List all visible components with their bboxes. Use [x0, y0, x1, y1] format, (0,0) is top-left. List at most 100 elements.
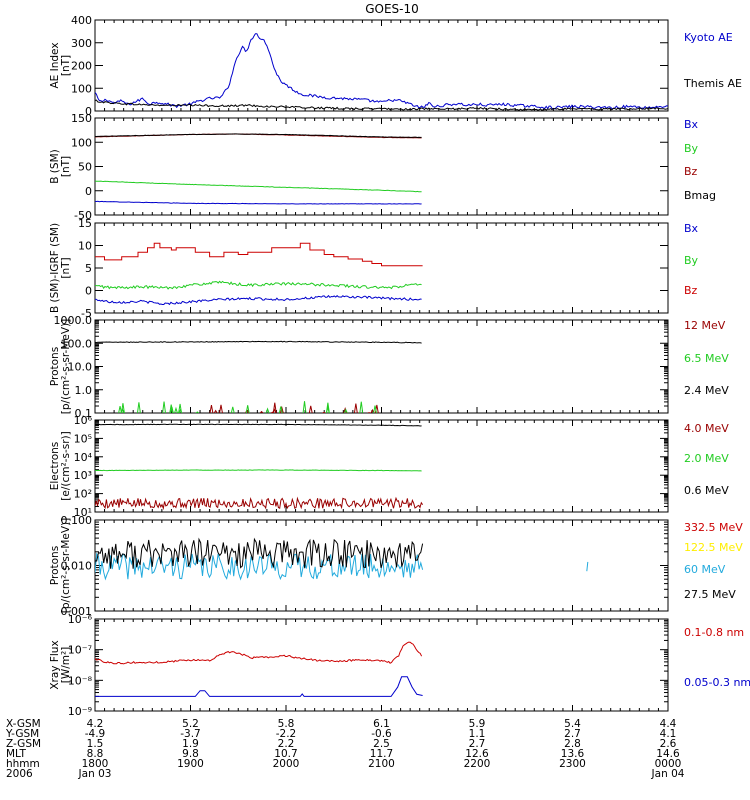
- x-tick-label: 5.2: [182, 718, 199, 730]
- series-protons-12-mev-spike: [259, 410, 264, 413]
- x-tick-label: -2.2: [276, 728, 297, 740]
- x-tick-label: 1800: [82, 758, 109, 770]
- x-tick-label: 14.6: [656, 748, 680, 760]
- y-axis-label: AE Index: [49, 42, 61, 88]
- y-axis-label: B (SM)-IGRF (SM): [49, 223, 61, 313]
- series-protons-6-5-mev-spike: [136, 402, 141, 413]
- y-axis-label: [nT]: [60, 156, 72, 177]
- series-xray-0-05-0-3-nm: [95, 676, 423, 697]
- y-tick-label: 0.010: [61, 560, 93, 573]
- legend-bx: Bx: [684, 222, 699, 235]
- series-protons-6-5-mev-spike: [359, 401, 364, 413]
- series-protons-6-5-mev-spike: [325, 405, 330, 413]
- series-digrf-bx: [95, 294, 422, 306]
- y-tick-label: 10.0: [68, 361, 93, 374]
- y-tick-label: 15: [78, 217, 92, 230]
- legend-2-4-mev: 2.4 MeV: [684, 384, 729, 397]
- x-tick-label: 5.4: [564, 718, 581, 730]
- panel-electrons: 10¹ 10² 10³ 10⁴ 10⁵ 10⁶ Electrons [e/(cm²-s-sr)…: [49, 414, 729, 519]
- series-electrons-4-0-mev: [95, 496, 424, 511]
- y-tick-label: 5: [85, 262, 92, 275]
- legend-6-5-mev: 6.5 MeV: [684, 352, 729, 365]
- panel-frame: [94, 419, 669, 513]
- x-tick-label: -3.7: [180, 728, 201, 740]
- series-protons-6-5-mev-spike: [230, 406, 235, 413]
- panel-frame: [94, 618, 669, 712]
- x-tick-label: Jan 03: [78, 768, 112, 780]
- x-tick-label: -4.9: [85, 728, 106, 740]
- legend-bx: Bx: [684, 118, 699, 131]
- series-electrons-2-0-mev: [95, 469, 422, 472]
- y-tick-label: 0.1: [75, 407, 93, 420]
- legend-27-5-mev: 27.5 MeV: [684, 588, 736, 601]
- x-tick-label: 10.7: [274, 748, 297, 760]
- y-axis-label: Electrons: [49, 442, 61, 491]
- y-tick-label: 10⁻⁶: [68, 613, 93, 626]
- series-electrons-0-6-mev: [95, 423, 422, 427]
- series-protons-12-mev-spike: [353, 403, 358, 413]
- x-tick-label: 12.6: [465, 748, 489, 760]
- y-tick-label: 10¹: [74, 506, 92, 519]
- x-tick-label: 2.6: [660, 738, 677, 750]
- legend-4-0-mev: 4.0 MeV: [684, 422, 729, 435]
- y-tick-label: 10⁵: [74, 432, 92, 445]
- y-axis-label: [p/(cm²-s-sr-MeV)]: [60, 319, 72, 414]
- y-tick-label: 300: [71, 37, 92, 50]
- x-tick-label: 1.5: [87, 738, 104, 750]
- legend-0-05-0-3-nm: 0.05-0.3 nm: [684, 676, 750, 689]
- x-tick-label: 2.8: [564, 738, 581, 750]
- series-bsm-by: [95, 180, 422, 193]
- series-hiprotons-60-mev-extra: [586, 561, 589, 572]
- panel-bsm: -50 0 50 100 150 B (SM) [nT] Bx By Bz Bmag: [49, 112, 716, 222]
- y-tick-label: 0: [85, 185, 92, 198]
- y-tick-label: 10⁶: [74, 414, 93, 427]
- y-axis-label: [p/(cm²-s-sr-MeV)]: [60, 518, 72, 613]
- panel-xray: 10⁻⁹ 10⁻⁸ 10⁻⁷ 10⁻⁶ Xray Flux [W/m²] 0.1-0.8 n…: [49, 613, 750, 718]
- y-tick-label: 1.0: [75, 384, 93, 397]
- legend-332-5-mev: 332.5 MeV: [684, 521, 743, 534]
- series-ae-kyoto-ae: [95, 33, 668, 110]
- legend-12-mev: 12 MeV: [684, 319, 726, 332]
- y-tick-label: 10³: [74, 469, 92, 482]
- y-tick-label: 100: [71, 82, 92, 95]
- series-bsm-bx: [95, 200, 422, 205]
- y-axis-label: [e/(cm²-s-sr)]: [60, 431, 72, 500]
- x-tick-label: 6.1: [373, 718, 390, 730]
- x-tick-label: 1900: [177, 758, 204, 770]
- panel-frame: [94, 117, 669, 216]
- series-protons-12-mev-spike: [272, 402, 277, 413]
- y-tick-label: -5: [81, 307, 92, 320]
- series-protons-6-5-mev-spike: [373, 405, 377, 413]
- series-protons-2-4-mev: [95, 340, 422, 344]
- x-tick-label: 2200: [464, 758, 491, 770]
- x-axis-table: X-GSMY-GSMZ-GSMMLThhmm20064.2-4.91.58.81…: [5, 718, 685, 780]
- y-tick-label: -50: [74, 209, 92, 222]
- series-protons-6-5-mev-spike: [278, 406, 283, 413]
- x-tick-label: 2000: [273, 758, 300, 770]
- x-tick-label: 2300: [559, 758, 586, 770]
- series-protons-12-mev-spike: [219, 404, 223, 413]
- y-tick-label: 200: [71, 60, 92, 73]
- y-tick-label: 50: [78, 161, 92, 174]
- x-tick-label: 2.7: [469, 738, 486, 750]
- y-tick-label: 100: [71, 136, 92, 149]
- legend-0-6-mev: 0.6 MeV: [684, 484, 729, 497]
- x-tick-label: 11.7: [370, 748, 393, 760]
- series-digrf-bz: [95, 242, 423, 267]
- legend-122-5-mev: 122.5 MeV: [684, 541, 743, 554]
- series-protons-6-5-mev-spike: [178, 408, 183, 413]
- x-tick-label: 2.5: [373, 738, 390, 750]
- legend-themis-ae: Themis AE: [683, 77, 742, 90]
- x-row-label: Y-GSM: [5, 728, 39, 740]
- y-tick-label: 10⁻⁸: [68, 674, 93, 687]
- x-tick-label: 2.2: [278, 738, 295, 750]
- series-protons-12-mev-spike: [279, 405, 284, 413]
- y-tick-label: 0: [85, 105, 92, 118]
- y-tick-label: 10: [78, 240, 92, 253]
- x-row-label: X-GSM: [6, 718, 41, 730]
- panel-frame: [94, 19, 669, 112]
- x-row-label: MLT: [6, 748, 26, 760]
- series-protons-6-5-mev-spike: [302, 401, 307, 413]
- y-axis-label: [W/m²]: [60, 647, 72, 684]
